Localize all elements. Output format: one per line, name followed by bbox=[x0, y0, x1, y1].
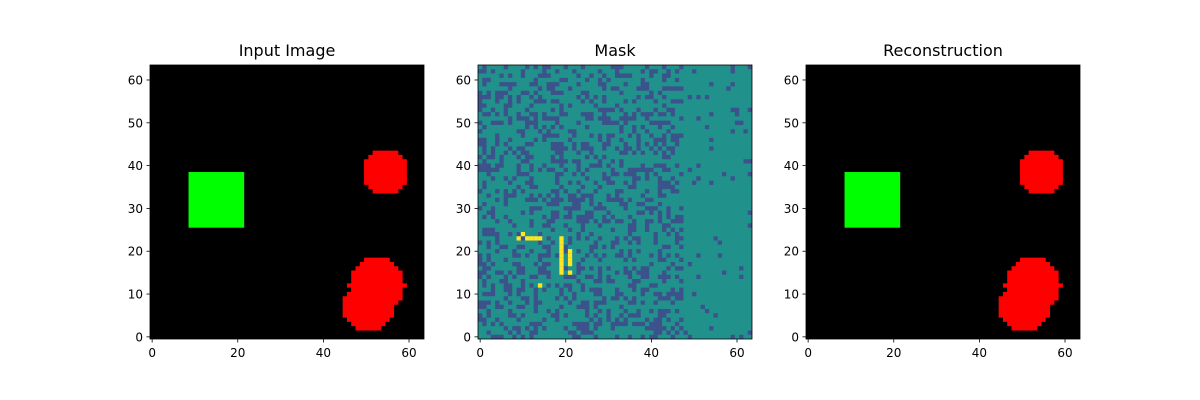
mask-positive-cell bbox=[567, 253, 573, 258]
reconstruction-x-tick-label: 40 bbox=[972, 346, 987, 360]
mask-panel: Mask 0 20 40 60 0 10 20 30 40 50 60 bbox=[456, 41, 753, 360]
mask-positive-cell bbox=[516, 236, 521, 241]
input-image-y-tick-label: 30 bbox=[128, 202, 143, 216]
input-image-ticks: 0 20 40 60 0 10 20 30 40 50 60 bbox=[128, 64, 425, 360]
mask-positive-cell bbox=[537, 236, 543, 241]
mask-positive-cell bbox=[567, 257, 573, 262]
reconstruction-x-tick-label: 0 bbox=[804, 346, 812, 360]
input-image-red-circle-3 bbox=[342, 283, 395, 331]
mask-positive-cell bbox=[525, 236, 530, 241]
mask-plot bbox=[478, 65, 752, 339]
input-image-x-tick-label: 40 bbox=[316, 346, 331, 360]
mask-axes-frame bbox=[477, 64, 753, 340]
mask-x-tick-label: 60 bbox=[729, 346, 744, 360]
mask-positive-cell bbox=[559, 236, 564, 241]
mask-x-tick-label: 0 bbox=[476, 346, 484, 360]
mask-positive-cell bbox=[559, 249, 564, 254]
reconstruction-red-circle-3 bbox=[998, 283, 1051, 331]
reconstruction-y-tick-label: 0 bbox=[791, 330, 799, 344]
reconstruction-y-tick-label: 30 bbox=[784, 202, 799, 216]
reconstruction-axes-frame bbox=[805, 64, 1081, 340]
input-image-axes-frame bbox=[149, 64, 425, 340]
input-image-title: Input Image bbox=[239, 41, 336, 60]
reconstruction-x-tick-label: 20 bbox=[886, 346, 901, 360]
reconstruction-y-tick-label: 60 bbox=[784, 73, 799, 87]
input-image-x-tick-label: 60 bbox=[401, 346, 416, 360]
mask-y-tick-label: 60 bbox=[456, 73, 471, 87]
mask-positive-cell bbox=[559, 261, 564, 267]
input-image-x-tick-label: 20 bbox=[230, 346, 245, 360]
mask-title: Mask bbox=[594, 41, 636, 60]
input-image-plot bbox=[150, 65, 424, 339]
input-image-x-tick-label: 0 bbox=[148, 346, 156, 360]
input-image-y-tick-label: 60 bbox=[128, 73, 143, 87]
reconstruction-red-circle-1 bbox=[1020, 150, 1063, 194]
mask-positive-cell bbox=[559, 240, 564, 245]
mask-positive-cell bbox=[559, 253, 564, 258]
input-image-green-square bbox=[188, 172, 245, 228]
mask-x-tick-label: 20 bbox=[558, 346, 573, 360]
mask-positive-cell bbox=[567, 249, 573, 254]
reconstruction-panel: Reconstruction 0 20 40 60 0 10 20 30 40 50 60 bbox=[784, 41, 1081, 360]
reconstruction-x-tick-label: 60 bbox=[1057, 346, 1072, 360]
input-image-y-tick-label: 50 bbox=[128, 116, 143, 130]
input-image-y-tick-label: 0 bbox=[135, 330, 143, 344]
reconstruction-ticks: 0 20 40 60 0 10 20 30 40 50 60 bbox=[784, 64, 1081, 360]
mask-y-tick-label: 10 bbox=[456, 288, 471, 302]
mask-y-tick-label: 40 bbox=[456, 159, 471, 173]
input-image-y-tick-label: 10 bbox=[128, 288, 143, 302]
mask-positive-cell bbox=[533, 236, 538, 241]
mask-positive-cell bbox=[520, 231, 526, 237]
mask-ticks: 0 20 40 60 0 10 20 30 40 50 60 bbox=[456, 64, 753, 360]
mask-positive-cell bbox=[559, 244, 564, 250]
mask-y-tick-label: 50 bbox=[456, 116, 471, 130]
input-image-red-circle-1 bbox=[364, 150, 407, 194]
reconstruction-y-tick-label: 10 bbox=[784, 288, 799, 302]
mask-positive-cell bbox=[559, 266, 564, 271]
reconstruction-y-tick-label: 50 bbox=[784, 116, 799, 130]
mask-y-tick-label: 0 bbox=[463, 330, 471, 344]
mask-positive-cell bbox=[559, 257, 564, 262]
input-image-y-tick-label: 40 bbox=[128, 159, 143, 173]
reconstruction-plot bbox=[806, 65, 1080, 339]
reconstruction-y-tick-label: 40 bbox=[784, 159, 799, 173]
mask-positive-cell bbox=[537, 283, 543, 288]
mask-positive-cell bbox=[529, 236, 534, 241]
mask-y-tick-label: 20 bbox=[456, 245, 471, 259]
mask-negative-cells bbox=[478, 65, 752, 339]
mask-positive-cell bbox=[559, 270, 564, 275]
mask-positive-cell bbox=[567, 261, 573, 267]
reconstruction-y-tick-label: 20 bbox=[784, 245, 799, 259]
mask-positive-cell bbox=[567, 270, 573, 275]
reconstruction-green-square bbox=[844, 172, 901, 228]
input-image-y-tick-label: 20 bbox=[128, 245, 143, 259]
mask-y-tick-label: 30 bbox=[456, 202, 471, 216]
mask-x-tick-label: 40 bbox=[644, 346, 659, 360]
reconstruction-title: Reconstruction bbox=[883, 41, 1003, 60]
input-image-panel: Input Image 0 20 40 60 0 10 20 30 40 50 60 bbox=[128, 41, 425, 360]
